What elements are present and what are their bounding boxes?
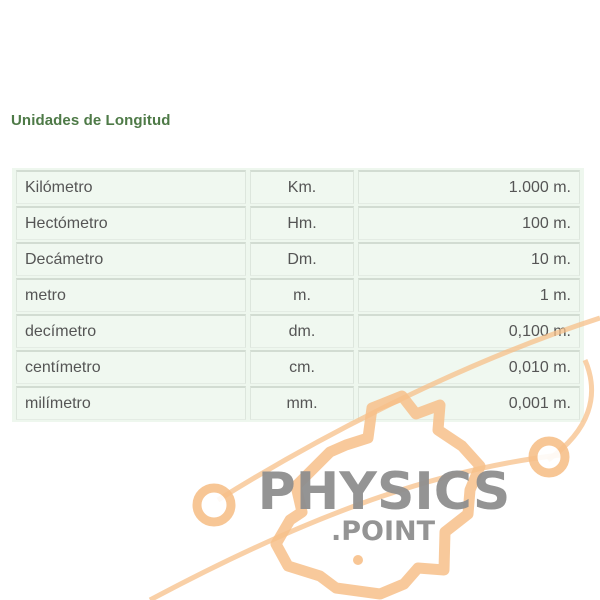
- unit-abbreviation: Hm.: [250, 206, 354, 240]
- unit-abbreviation: dm.: [250, 314, 354, 348]
- unit-value: 0,010 m.: [358, 350, 580, 384]
- watermark-line1: PHYSICS: [258, 462, 511, 522]
- orbit-line-bottom: [148, 452, 561, 600]
- table-row: Decámetro Dm. 10 m.: [16, 242, 580, 276]
- table-row: centímetro cm. 0,010 m.: [16, 350, 580, 384]
- table-row: milímetro mm. 0,001 m.: [16, 386, 580, 420]
- unit-value: 1 m.: [358, 278, 580, 312]
- unit-value: 0,001 m.: [358, 386, 580, 420]
- unit-abbreviation: mm.: [250, 386, 354, 420]
- unit-abbreviation: m.: [250, 278, 354, 312]
- unit-name: Hectómetro: [16, 206, 246, 240]
- unit-name: decímetro: [16, 314, 246, 348]
- unit-value: 100 m.: [358, 206, 580, 240]
- table-row: metro m. 1 m.: [16, 278, 580, 312]
- unit-abbreviation: cm.: [250, 350, 354, 384]
- unit-value: 10 m.: [358, 242, 580, 276]
- orbit-node-right: [528, 436, 570, 478]
- orbit-dot-small: [353, 555, 363, 565]
- section-title: Unidades de Longitud: [11, 112, 171, 129]
- unit-value: 0,100 m.: [358, 314, 580, 348]
- unit-abbreviation: Km.: [250, 170, 354, 204]
- watermark-line2: .POINT: [331, 516, 436, 547]
- unit-value: 1.000 m.: [358, 170, 580, 204]
- unit-name: Decámetro: [16, 242, 246, 276]
- table-row: Kilómetro Km. 1.000 m.: [16, 170, 580, 204]
- orbit-node-left: [192, 483, 236, 527]
- table-row: Hectómetro Hm. 100 m.: [16, 206, 580, 240]
- unit-abbreviation: Dm.: [250, 242, 354, 276]
- unit-name: centímetro: [16, 350, 246, 384]
- units-table: Kilómetro Km. 1.000 m. Hectómetro Hm. 10…: [12, 168, 584, 422]
- unit-name: metro: [16, 278, 246, 312]
- table-row: decímetro dm. 0,100 m.: [16, 314, 580, 348]
- unit-name: Kilómetro: [16, 170, 246, 204]
- gear-outline: [270, 390, 486, 600]
- unit-name: milímetro: [16, 386, 246, 420]
